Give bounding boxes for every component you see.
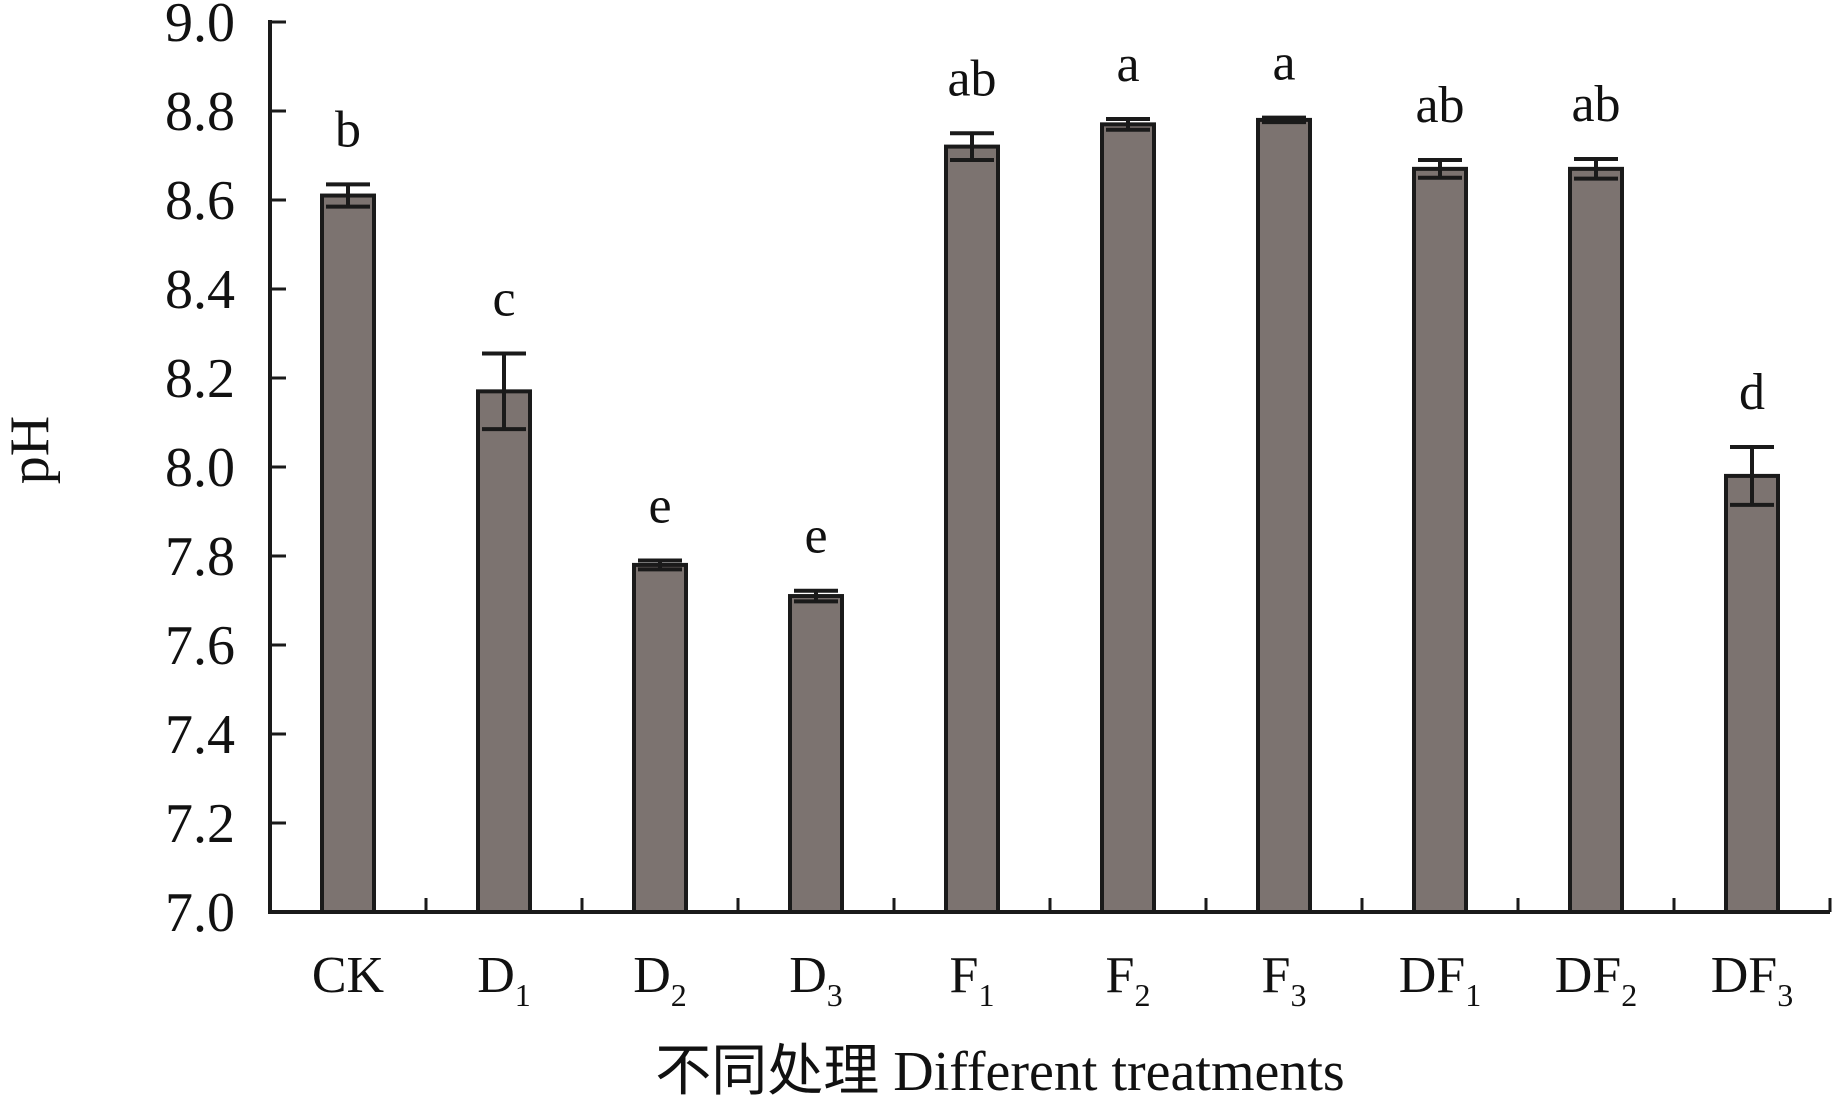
bar [1724, 473, 1780, 914]
y-tick-label: 7.8 [165, 526, 235, 588]
category-name: F [1262, 947, 1291, 1004]
significance-letter: c [492, 271, 515, 328]
x-category-label: D2 [633, 947, 687, 1013]
bar [788, 594, 844, 914]
category-subscript: 2 [1134, 977, 1150, 1013]
plot-area: 7.07.27.47.67.88.08.28.48.68.89.0bCKcD1e… [165, 0, 1832, 1013]
category-subscript: 1 [515, 977, 531, 1013]
category-subscript: 1 [1465, 977, 1481, 1013]
category-subscript: 3 [1290, 977, 1306, 1013]
category-subscript: 2 [1621, 977, 1637, 1013]
y-tick-label: 9.0 [165, 0, 235, 54]
x-axis-title: 不同处理 Different treatments [655, 1041, 1344, 1102]
x-category-label: DF2 [1555, 947, 1637, 1013]
y-tick-label: 8.6 [165, 170, 235, 232]
category-name: DF [1711, 947, 1777, 1004]
significance-letter: a [1272, 35, 1295, 92]
bar [476, 389, 532, 915]
y-tick-label: 8.0 [165, 437, 235, 499]
x-category-label: DF3 [1711, 947, 1793, 1013]
category-name: CK [312, 947, 385, 1004]
x-category-label: F2 [1106, 947, 1151, 1013]
significance-letter: b [335, 101, 361, 158]
bar [632, 562, 688, 915]
y-tick-label: 7.2 [165, 793, 235, 855]
y-tick-label: 7.0 [165, 882, 235, 944]
y-tick-label: 7.6 [165, 615, 235, 677]
bar [320, 193, 376, 915]
category-name: DF [1555, 947, 1621, 1004]
significance-letter: ab [947, 50, 996, 107]
significance-letter: e [648, 477, 671, 534]
category-subscript: 1 [978, 977, 994, 1013]
significance-letter: ab [1571, 76, 1620, 133]
x-category-label: D1 [477, 947, 531, 1013]
category-subscript: 3 [827, 977, 843, 1013]
x-category-label: F1 [950, 947, 995, 1013]
category-name: F [950, 947, 979, 1004]
y-tick-label: 8.4 [165, 259, 235, 321]
bar [944, 144, 1000, 915]
bar [1568, 166, 1624, 915]
x-category-label: D3 [789, 947, 843, 1013]
significance-letter: a [1116, 36, 1139, 93]
significance-letter: d [1739, 364, 1765, 421]
y-tick-label: 8.8 [165, 81, 235, 143]
category-name: D [789, 947, 827, 1004]
y-tick-label: 8.2 [165, 348, 235, 410]
x-category-label: CK [312, 947, 385, 1004]
bar [1100, 122, 1156, 915]
bar [1256, 117, 1312, 914]
significance-letter: e [804, 508, 827, 565]
category-name: DF [1399, 947, 1465, 1004]
y-tick-label: 7.4 [165, 704, 235, 766]
x-category-label: F3 [1262, 947, 1307, 1013]
category-name: D [633, 947, 671, 1004]
bar [1412, 166, 1468, 915]
category-subscript: 2 [671, 977, 687, 1013]
category-subscript: 3 [1777, 977, 1793, 1013]
category-name: D [477, 947, 515, 1004]
category-name: F [1106, 947, 1135, 1004]
significance-letter: ab [1415, 77, 1464, 134]
y-axis-title: pH [0, 416, 61, 484]
x-category-label: DF1 [1399, 947, 1481, 1013]
